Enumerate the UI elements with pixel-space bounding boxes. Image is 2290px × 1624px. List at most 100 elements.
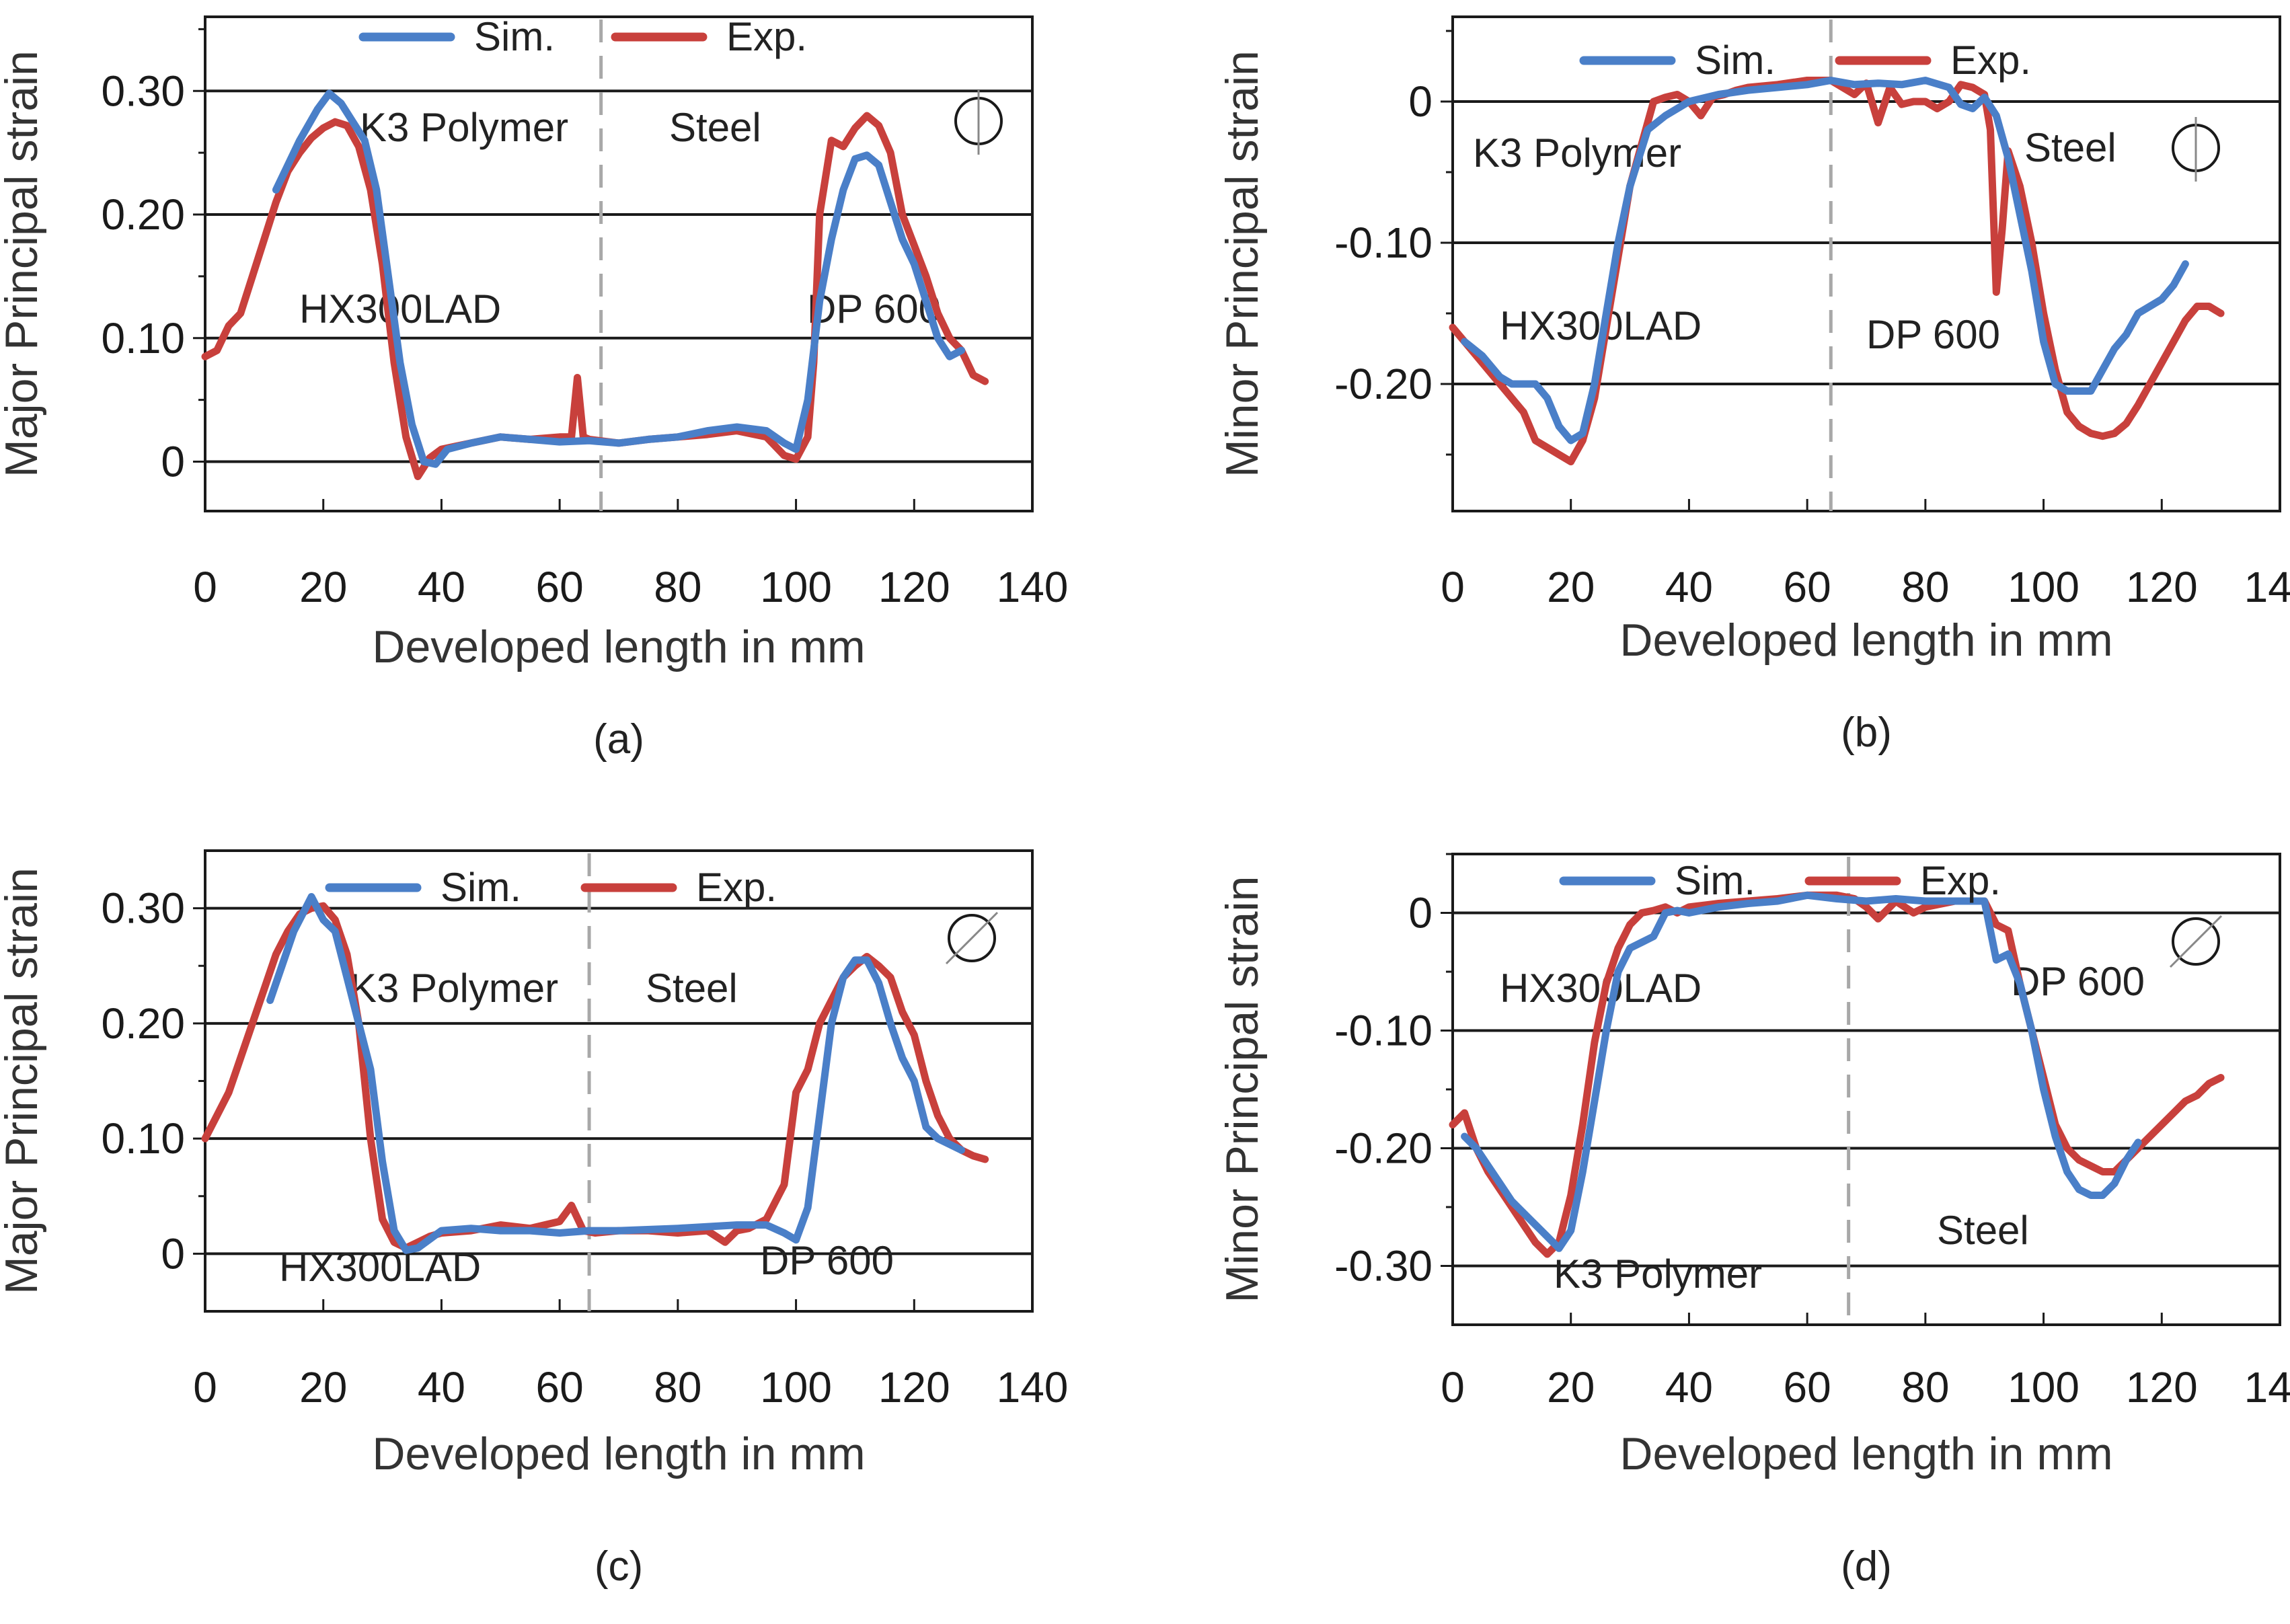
region-annotation: K3 Polymer bbox=[1473, 130, 1681, 176]
chart-panel-c: 0 0.10 0.20 0.30 0 20 40 60 80 100 120 140 Developed… bbox=[0, 849, 1069, 1590]
x-axis-label: Developed length in mm bbox=[1619, 615, 2112, 666]
y-tick-label: -0.10 bbox=[1334, 219, 1433, 267]
x-tick-label: 40 bbox=[1665, 563, 1713, 611]
y-tick-label: 0.10 bbox=[101, 1114, 185, 1163]
y-tick-label: 0.20 bbox=[101, 999, 185, 1048]
region-annotation: K3 Polymer bbox=[1554, 1251, 1762, 1297]
legend-sim: Sim. bbox=[1579, 38, 1776, 83]
x-tick-label: 0 bbox=[193, 1363, 217, 1412]
region-annotation: DP 600 bbox=[760, 1238, 894, 1283]
y-axis-label: Major Principal strain bbox=[0, 867, 47, 1294]
orientation-symbol-icon bbox=[2172, 117, 2220, 182]
x-tick-label: 120 bbox=[2126, 1363, 2198, 1412]
x-tick-label: 100 bbox=[2008, 563, 2079, 611]
y-axis-label: Minor Principal strain bbox=[1217, 50, 1268, 477]
legend-sim-label: Sim. bbox=[474, 14, 555, 59]
region-annotation: Steel bbox=[646, 966, 738, 1011]
x-tick-label: 120 bbox=[2126, 563, 2198, 611]
legend-exp-label: Exp. bbox=[1950, 38, 2031, 83]
x-tick-label: 40 bbox=[418, 1363, 465, 1412]
x-tick-label: 40 bbox=[418, 563, 465, 611]
legend-sim-label: Sim. bbox=[1695, 38, 1776, 83]
legend-exp: Exp. bbox=[1804, 858, 2001, 903]
series-line-sim bbox=[272, 89, 966, 468]
x-tick-label: 140 bbox=[2244, 1363, 2290, 1412]
y-tick-label: 0.20 bbox=[101, 190, 185, 239]
plot-frame bbox=[204, 849, 1034, 1313]
orientation-symbol-icon bbox=[2169, 915, 2223, 968]
x-tick-label: 20 bbox=[299, 563, 347, 611]
x-tick-label: 20 bbox=[1547, 563, 1595, 611]
x-tick-label: 80 bbox=[1901, 563, 1949, 611]
x-tick-label: 140 bbox=[997, 1363, 1069, 1412]
x-tick-label: 120 bbox=[878, 1363, 950, 1412]
y-axis-label: Minor Principal strain bbox=[1217, 876, 1268, 1303]
legend-exp-label: Exp. bbox=[696, 865, 777, 910]
x-tick-label: 60 bbox=[536, 563, 584, 611]
x-tick-label: 80 bbox=[654, 1363, 701, 1412]
y-tick-label: 0 bbox=[161, 1229, 185, 1278]
x-tick-label: 0 bbox=[193, 563, 217, 611]
region-annotation: K3 Polymer bbox=[360, 105, 568, 150]
y-tick-label: 0 bbox=[1408, 77, 1433, 126]
region-annotation: Steel bbox=[669, 105, 761, 150]
panel-label: (c) bbox=[595, 1543, 643, 1590]
series-line-sim bbox=[266, 893, 966, 1254]
series-line-sim bbox=[1461, 891, 2142, 1252]
legend-exp-label: Exp. bbox=[726, 14, 807, 59]
x-tick-label: 80 bbox=[1901, 1363, 1949, 1412]
x-axis-label: Developed length in mm bbox=[1619, 1428, 2112, 1479]
legend-sim: Sim. bbox=[1559, 858, 1755, 903]
y-tick-label: -0.30 bbox=[1334, 1242, 1433, 1290]
region-annotation: K3 Polymer bbox=[350, 966, 558, 1011]
y-axis-label: Major Principal strain bbox=[0, 50, 47, 477]
panel-label: (b) bbox=[1841, 709, 1892, 756]
legend-sim-label: Sim. bbox=[1675, 858, 1755, 903]
legend-sim: Sim. bbox=[358, 14, 555, 59]
region-annotation: DP 600 bbox=[1866, 312, 2000, 357]
orientation-symbol-icon bbox=[954, 90, 1003, 155]
legend-sim: Sim. bbox=[325, 865, 521, 910]
x-tick-label: 100 bbox=[760, 563, 832, 611]
region-annotation: HX300LAD bbox=[299, 286, 501, 332]
y-tick-label: 0.30 bbox=[101, 67, 185, 115]
panel-label: (d) bbox=[1841, 1543, 1892, 1590]
x-axis-label: Developed length in mm bbox=[372, 1428, 865, 1479]
legend-exp: Exp. bbox=[1835, 38, 2031, 83]
x-tick-label: 20 bbox=[299, 1363, 347, 1412]
plot-frame bbox=[204, 15, 1034, 512]
panel-label: (a) bbox=[593, 716, 644, 763]
region-annotation: HX300LAD bbox=[279, 1245, 481, 1290]
chart-panel-b: 0 -0.10 -0.20 0 20 40 60 80 100 120 140 Developed l… bbox=[1217, 15, 2290, 756]
chart-panel-d: 0 -0.10 -0.20 -0.30 0 20 40 60 80 100 120 140 Develo… bbox=[1217, 853, 2290, 1590]
series-line-sim bbox=[1461, 77, 2189, 444]
x-tick-label: 60 bbox=[1784, 563, 1831, 611]
y-tick-label: -0.20 bbox=[1334, 360, 1433, 408]
y-tick-label: 0 bbox=[1408, 889, 1433, 937]
chart-panel-a: 0 0.10 0.20 0.30 0 20 40 60 80 100 120 140 Developed… bbox=[0, 14, 1068, 763]
plot-frame bbox=[1451, 15, 2281, 512]
y-tick-label: 0.30 bbox=[101, 884, 185, 933]
region-annotation: Steel bbox=[1937, 1208, 2029, 1253]
x-tick-label: 140 bbox=[997, 563, 1069, 611]
x-tick-label: 80 bbox=[654, 563, 701, 611]
x-tick-label: 40 bbox=[1665, 1363, 1713, 1412]
x-tick-label: 60 bbox=[536, 1363, 584, 1412]
y-tick-label: 0 bbox=[161, 438, 185, 486]
legend-sim-label: Sim. bbox=[441, 865, 521, 910]
legend-exp: Exp. bbox=[611, 14, 807, 59]
series-line-exp bbox=[1449, 891, 2225, 1258]
y-tick-label: -0.10 bbox=[1334, 1007, 1433, 1055]
x-tick-label: 0 bbox=[1441, 563, 1465, 611]
x-tick-label: 100 bbox=[2008, 1363, 2079, 1412]
legend-exp-label: Exp. bbox=[1920, 858, 2001, 903]
x-tick-label: 100 bbox=[760, 1363, 832, 1412]
orientation-symbol-icon bbox=[945, 911, 999, 965]
legend-exp: Exp. bbox=[580, 865, 777, 910]
x-tick-label: 20 bbox=[1547, 1363, 1595, 1412]
y-tick-label: 0.10 bbox=[101, 314, 185, 362]
region-annotation: Steel bbox=[2024, 125, 2116, 170]
x-tick-label: 60 bbox=[1784, 1363, 1831, 1412]
series-line-exp bbox=[201, 112, 989, 480]
